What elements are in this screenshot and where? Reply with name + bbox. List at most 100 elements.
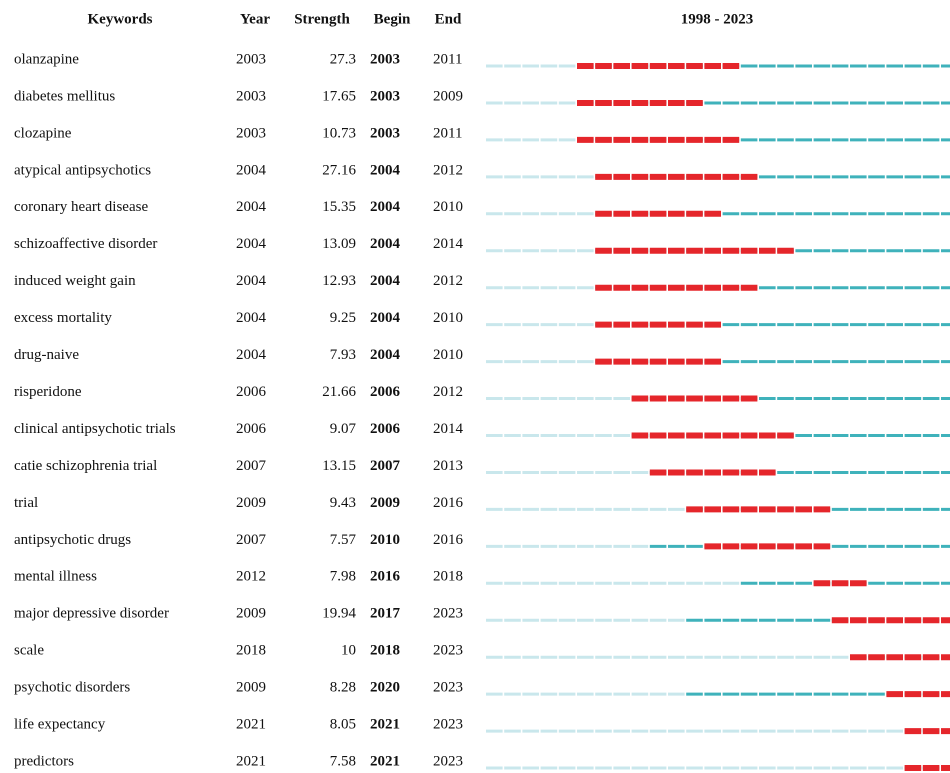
header-end: End [435,11,462,27]
begin: 2004 [370,273,401,289]
header-keywords: Keywords [88,11,153,27]
year: 2004 [236,162,267,178]
strength: 8.05 [330,717,356,733]
keyword: catie schizophrenia trial [14,458,157,474]
keyword: coronary heart disease [14,199,148,215]
year: 2004 [236,199,267,215]
keyword: predictors [14,753,74,769]
keyword: scale [14,643,44,659]
end: 2010 [433,199,463,215]
year: 2021 [236,753,266,769]
end: 2012 [433,162,463,178]
end: 2023 [433,680,463,696]
keyword: atypical antipsychotics [14,162,151,178]
strength: 9.43 [330,495,356,511]
strength: 7.57 [330,532,357,548]
end: 2016 [433,532,464,548]
begin: 2016 [370,569,401,585]
keyword: olanzapine [14,51,79,67]
keyword: life expectancy [14,717,106,733]
end: 2018 [433,569,463,585]
strength: 7.98 [330,569,356,585]
end: 2023 [433,717,463,733]
begin: 2006 [370,384,401,400]
keyword: clinical antipsychotic trials [14,421,176,437]
strength: 7.93 [330,347,356,363]
year: 2004 [236,347,267,363]
header-begin: Begin [374,11,411,27]
strength: 27.3 [330,51,356,67]
year: 2003 [236,51,266,67]
year: 2006 [236,421,267,437]
strength: 21.66 [322,384,356,400]
year: 2004 [236,236,267,252]
begin: 2010 [370,532,400,548]
begin: 2003 [370,88,400,104]
begin: 2009 [370,495,400,511]
end: 2016 [433,495,464,511]
year: 2009 [236,606,266,622]
end: 2023 [433,643,463,659]
keyword: antipsychotic drugs [14,532,131,548]
header-year: Year [240,11,270,27]
strength: 10.73 [322,125,356,141]
year: 2012 [236,569,266,585]
keyword: psychotic disorders [14,680,130,696]
strength: 8.28 [330,680,356,696]
strength: 17.65 [322,88,356,104]
strength: 15.35 [322,199,356,215]
keyword: major depressive disorder [14,606,169,622]
strength: 13.15 [322,458,356,474]
end: 2014 [433,421,464,437]
end: 2012 [433,384,463,400]
keyword: mental illness [14,569,97,585]
strength: 13.09 [322,236,356,252]
keyword: induced weight gain [14,273,136,289]
year: 2007 [236,458,267,474]
begin: 2021 [370,717,400,733]
strength: 12.93 [322,273,356,289]
year: 2004 [236,273,267,289]
year: 2003 [236,125,266,141]
end: 2013 [433,458,463,474]
keyword: excess mortality [14,310,112,326]
begin: 2018 [370,643,400,659]
keyword: schizoaffective disorder [14,236,157,252]
end: 2011 [433,51,462,67]
end: 2010 [433,310,463,326]
begin: 2021 [370,753,400,769]
header-range: 1998 - 2023 [681,11,754,27]
end: 2009 [433,88,463,104]
year: 2018 [236,643,266,659]
end: 2014 [433,236,464,252]
end: 2023 [433,606,463,622]
begin: 2017 [370,606,401,622]
end: 2010 [433,347,463,363]
year: 2009 [236,495,266,511]
begin: 2004 [370,236,401,252]
end: 2011 [433,125,462,141]
keyword: drug-naive [14,347,79,363]
keyword: trial [14,495,38,511]
year: 2007 [236,532,267,548]
begin: 2003 [370,51,400,67]
year: 2009 [236,680,266,696]
strength: 10 [341,643,356,659]
year: 2003 [236,88,266,104]
strength: 27.16 [322,162,356,178]
begin: 2007 [370,458,401,474]
end: 2012 [433,273,463,289]
strength: 9.25 [330,310,356,326]
begin: 2004 [370,310,401,326]
strength: 9.07 [330,421,357,437]
begin: 2003 [370,125,400,141]
year: 2006 [236,384,267,400]
begin: 2004 [370,199,401,215]
keyword: clozapine [14,125,72,141]
begin: 2006 [370,421,401,437]
begin: 2020 [370,680,400,696]
begin: 2004 [370,162,401,178]
begin: 2004 [370,347,401,363]
strength: 7.58 [330,753,356,769]
